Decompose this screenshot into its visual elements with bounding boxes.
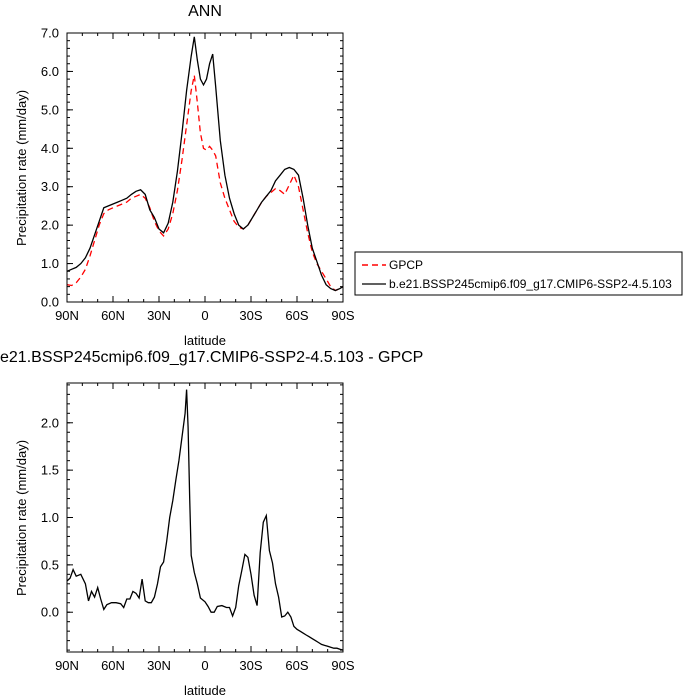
legend-label-gpcp: GPCP <box>389 258 423 272</box>
bottom-chart-title: b.e21.BSSP245cmip6.f09_g17.CMIP6-SSP2-4.… <box>0 349 423 366</box>
series-line-1-0 <box>67 389 343 651</box>
y-tick-label-1-0: 0.0 <box>41 605 59 620</box>
top-x-axis-label: latitude <box>184 333 226 348</box>
plot-frame-0 <box>66 32 344 303</box>
legend-label-model: b.e21.BSSP245cmip6.f09_g17.CMIP6-SSP2-4.… <box>389 277 672 291</box>
top-panel: ANN Precipitation rate (mm/day) 90N 60N 30… <box>14 3 683 348</box>
x-tick-label-0-2: 30N <box>147 308 171 323</box>
y-tick-label-0-4: 4.0 <box>41 141 59 156</box>
x-tick-label-0-6: 90S <box>331 308 354 323</box>
bottom-x-axis-label: latitude <box>184 683 226 698</box>
bottom-plot-area: 90N 60N 30N 0 30S 60S 90S 0.0 0.5 1.0 1.5 2.0 <box>41 382 355 673</box>
y-tick-label-0-7: 7.0 <box>41 26 59 41</box>
top-plot-area: 90N 60N 30N 0 30S 60S 90S 0.0 1.0 2.0 3.0 4.0 5.0 6.0… <box>41 26 355 324</box>
y-tick-label-1-2: 1.0 <box>41 510 59 525</box>
x-tick-label-0-0: 90N <box>55 308 79 323</box>
x-tick-label-1-2: 30N <box>147 658 171 673</box>
legend: GPCP b.e21.BSSP245cmip6.f09_g17.CMIP6-SS… <box>354 251 683 296</box>
x-tick-label-1-1: 60N <box>101 658 125 673</box>
bottom-y-axis-label: Precipitation rate (mm/day) <box>14 440 29 596</box>
y-tick-label-1-3: 1.5 <box>41 463 59 478</box>
y-tick-label-0-3: 3.0 <box>41 179 59 194</box>
x-tick-label-0-1: 60N <box>101 308 125 323</box>
x-tick-label-1-0: 90N <box>55 658 79 673</box>
y-tick-label-0-1: 1.0 <box>41 256 59 271</box>
x-tick-label-0-3: 0 <box>201 308 208 323</box>
x-tick-label-1-6: 90S <box>331 658 354 673</box>
legend-box <box>354 251 683 296</box>
y-tick-label-1-1: 0.5 <box>41 557 59 572</box>
y-tick-label-1-4: 2.0 <box>41 415 59 430</box>
series-line-0-1 <box>67 36 343 292</box>
top-y-axis-label: Precipitation rate (mm/day) <box>14 90 29 246</box>
x-tick-label-1-5: 60S <box>285 658 308 673</box>
y-tick-label-0-6: 6.0 <box>41 64 59 79</box>
x-tick-label-0-4: 30S <box>239 308 262 323</box>
y-tick-label-0-5: 5.0 <box>41 102 59 117</box>
plot-frame-1 <box>66 382 344 653</box>
x-tick-label-0-5: 60S <box>285 308 308 323</box>
y-tick-label-0-0: 0.0 <box>41 295 59 310</box>
y-tick-label-0-2: 2.0 <box>41 218 59 233</box>
series-line-0-0 <box>67 75 343 292</box>
x-tick-label-1-4: 30S <box>239 658 262 673</box>
bottom-panel: b.e21.BSSP245cmip6.f09_g17.CMIP6-SSP2-4.… <box>0 349 423 698</box>
top-chart-title: ANN <box>188 3 222 20</box>
x-tick-label-1-3: 0 <box>201 658 208 673</box>
